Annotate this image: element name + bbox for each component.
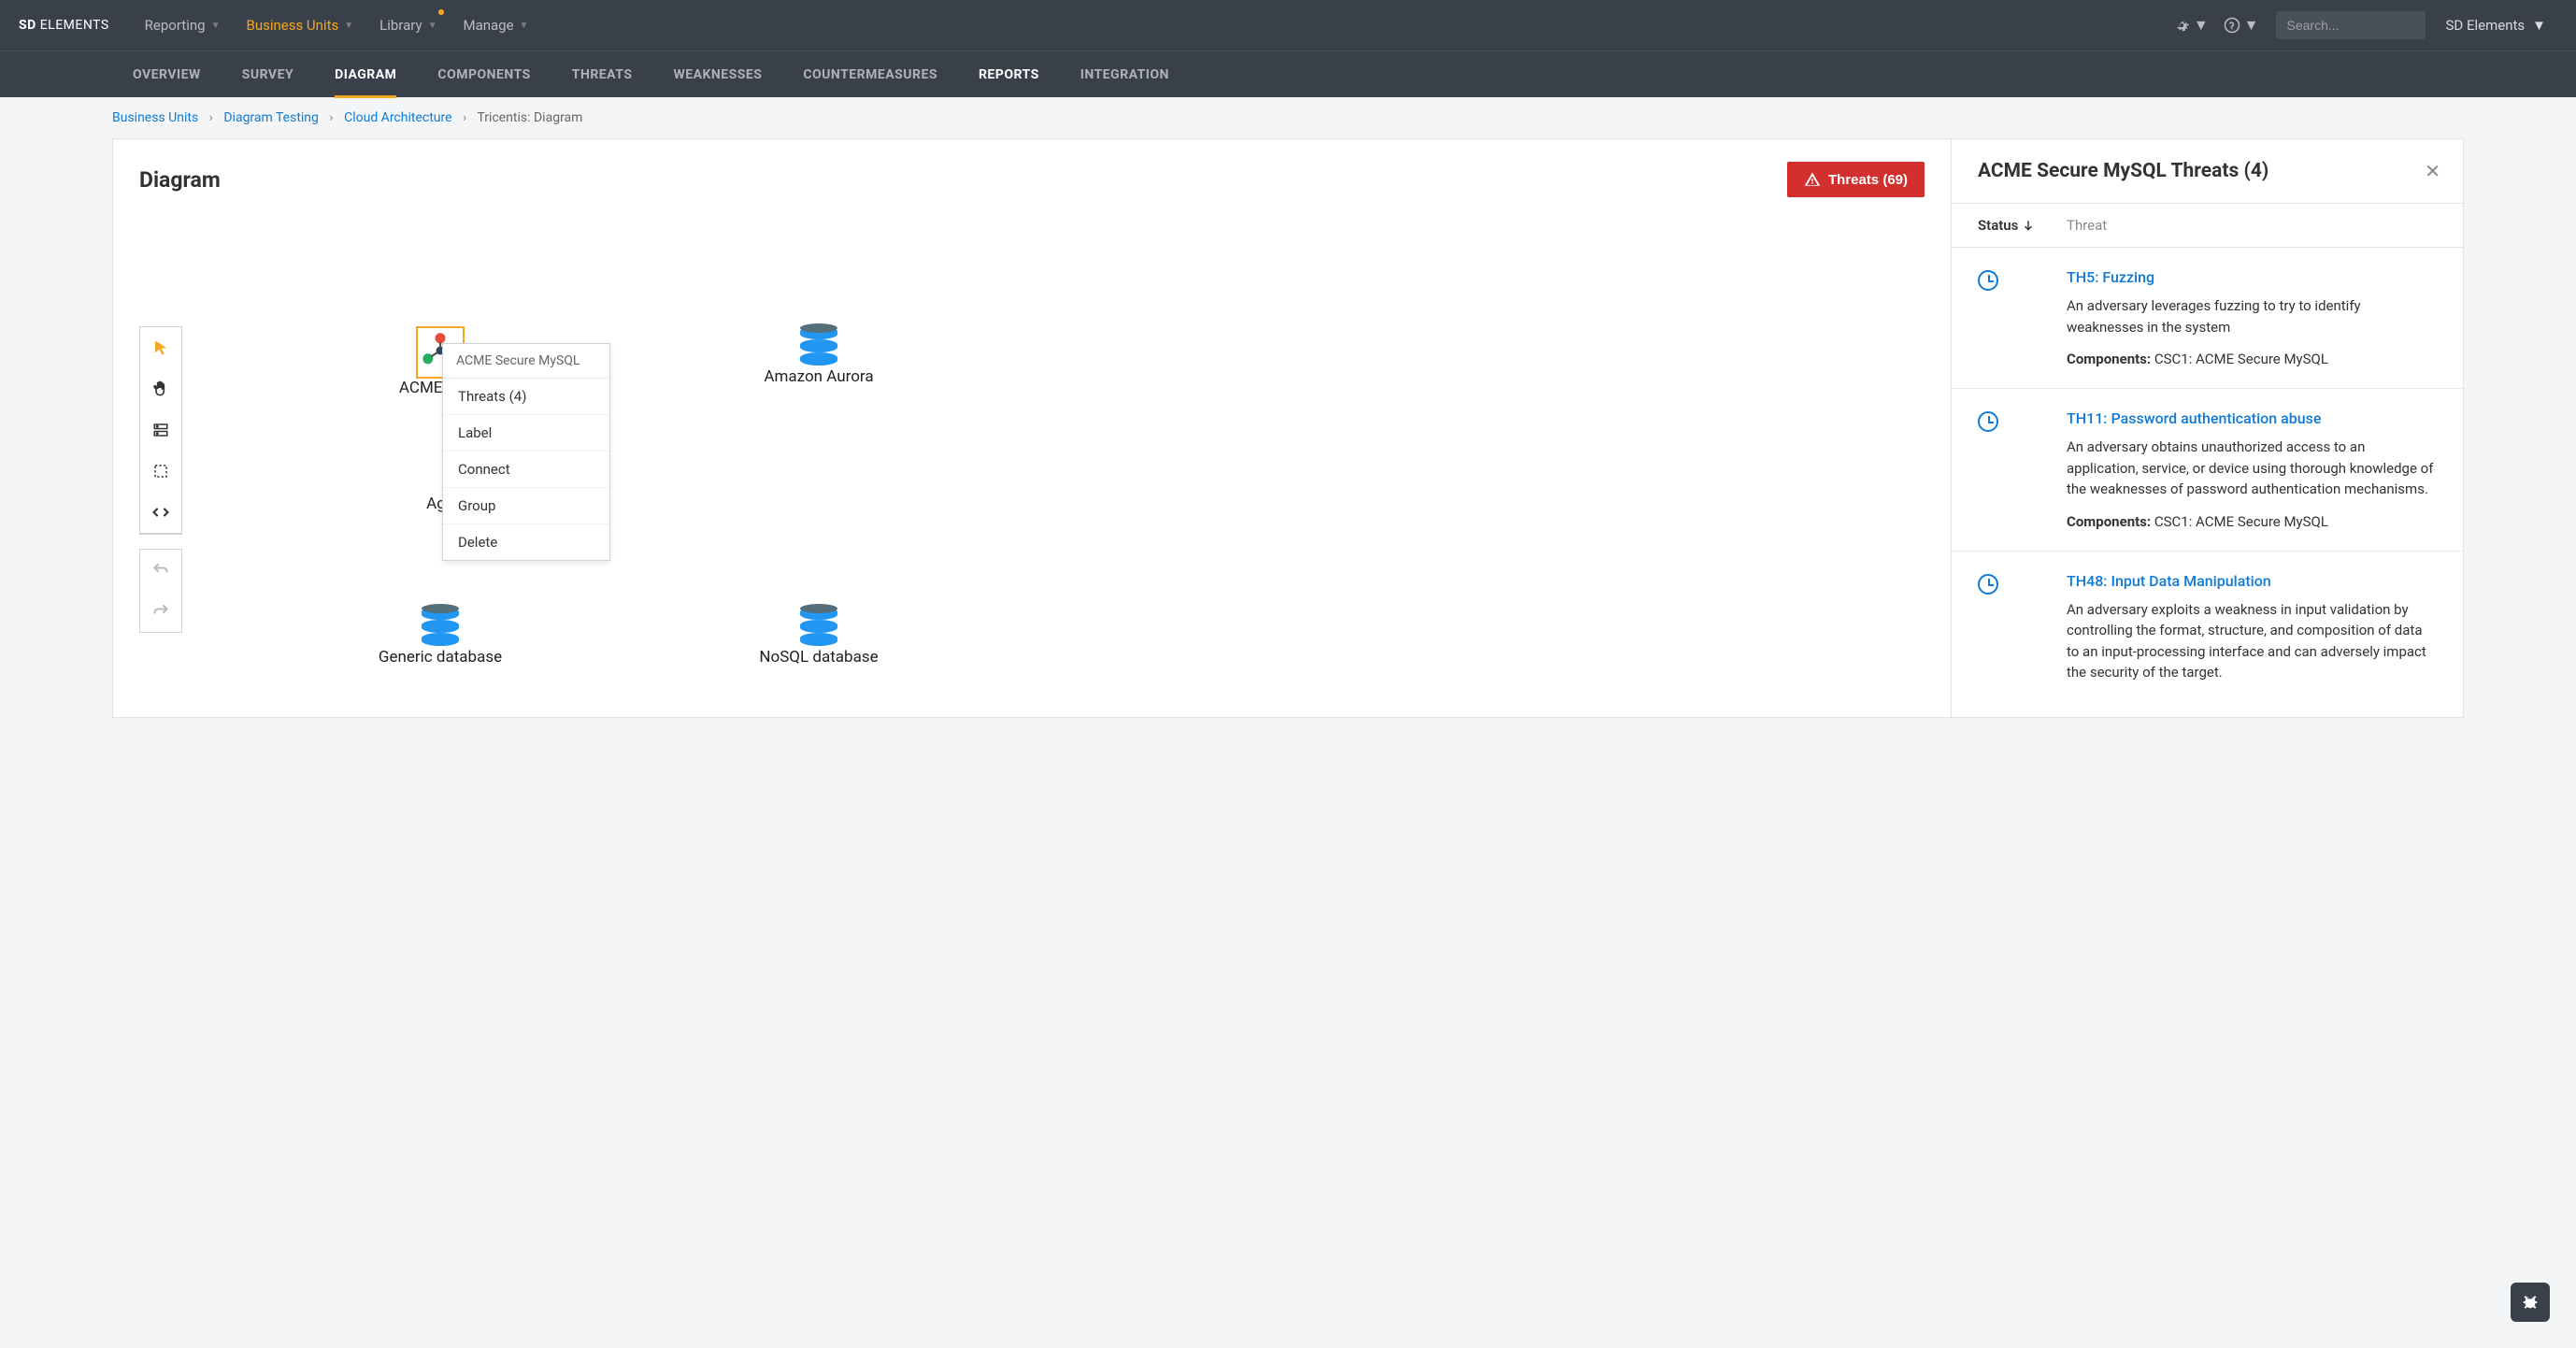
database-icon [800,326,837,367]
tab-reports[interactable]: REPORTS [958,51,1060,98]
threat-title[interactable]: TH5: Fuzzing [2067,268,2437,286]
notification-dot-icon [438,9,444,15]
clock-icon [1978,270,1998,291]
help-icon[interactable]: ▼ [2216,16,2267,35]
ctx-threats[interactable]: Threats (4) [443,379,609,415]
breadcrumb-link[interactable]: Diagram Testing [223,110,319,125]
diagram-node[interactable]: NoSQL database [753,607,884,667]
tab-countermeasures[interactable]: COUNTERMEASURES [782,51,958,98]
clock-icon [1978,411,1998,432]
nav-business-units[interactable]: Business Units▼ [233,0,366,50]
threat-components: Components: CSC1: ACME Secure MySQL [2067,513,2437,530]
search-input[interactable] [2276,11,2426,39]
threats-button[interactable]: Threats (69) [1787,162,1925,197]
nav-manage[interactable]: Manage▼ [450,0,541,50]
tab-integration[interactable]: INTEGRATION [1060,51,1190,98]
tab-weaknesses[interactable]: WEAKNESSES [652,51,782,98]
tab-overview[interactable]: OVERVIEW [112,51,222,98]
threat-title[interactable]: TH48: Input Data Manipulation [2067,572,2437,590]
threat-title[interactable]: TH11: Password authentication abuse [2067,409,2437,427]
diagram-toolbar [139,326,182,535]
database-icon [422,607,459,648]
panel-title: Diagram [139,167,221,193]
threats-panel: ACME Secure MySQL Threats (4) ✕ Status T… [1952,138,2464,718]
user-menu[interactable]: SD Elements▼ [2435,17,2558,34]
th-threat[interactable]: Threat [2067,217,2107,234]
threat-desc: An adversary exploits a weakness in inpu… [2067,599,2437,683]
threat-row[interactable]: TH5: Fuzzing An adversary leverages fuzz… [1952,248,2463,389]
settings-icon[interactable]: ▼ [2166,16,2216,35]
node-label: NoSQL database [753,648,884,667]
arrow-down-icon [2022,219,2035,232]
context-menu: ACME Secure MySQL Threats (4) Label Conn… [442,343,610,561]
node-label: Amazon Aurora [753,367,884,386]
diagram-node[interactable]: Amazon Aurora [753,326,884,386]
chevron-down-icon: ▼ [428,21,437,31]
breadcrumb: Business Units › Diagram Testing › Cloud… [0,97,2576,138]
tool-code[interactable] [140,492,181,533]
logo: SD ELEMENTS [19,18,109,33]
breadcrumb-link[interactable]: Business Units [112,110,198,125]
threats-panel-title: ACME Secure MySQL Threats (4) [1978,160,2268,182]
tab-components[interactable]: COMPONENTS [417,51,551,98]
breadcrumb-link[interactable]: Cloud Architecture [344,110,451,125]
top-nav: SD ELEMENTS Reporting▼ Business Units▼ L… [0,0,2576,50]
th-status[interactable]: Status [1978,217,2067,234]
warning-icon [1804,171,1821,188]
chevron-down-icon: ▼ [520,21,529,31]
tab-threats[interactable]: THREATS [551,51,653,98]
ctx-group[interactable]: Group [443,488,609,524]
threat-row[interactable]: TH48: Input Data Manipulation An adversa… [1952,552,2463,717]
chevron-down-icon: ▼ [344,21,353,31]
ctx-delete[interactable]: Delete [443,524,609,560]
tool-pan[interactable] [140,368,181,409]
breadcrumb-current: Tricentis: Diagram [477,110,582,125]
threats-table-header: Status Threat [1952,204,2463,248]
nav-reporting[interactable]: Reporting▼ [132,0,234,50]
nav-library[interactable]: Library▼ [366,0,450,50]
diagram-panel: Diagram Threats (69) ACME Secu [112,138,1952,718]
clock-icon [1978,574,1998,595]
tab-survey[interactable]: SURVEY [222,51,314,98]
threat-row[interactable]: TH11: Password authentication abuse An a… [1952,389,2463,552]
close-icon[interactable]: ✕ [2425,160,2440,182]
diagram-node[interactable]: Generic database [375,607,506,667]
tool-marquee[interactable] [140,451,181,492]
bug-icon [2520,1292,2540,1312]
threat-components: Components: CSC1: ACME Secure MySQL [2067,351,2437,367]
context-menu-title: ACME Secure MySQL [443,344,609,379]
ctx-connect[interactable]: Connect [443,452,609,488]
feedback-button[interactable] [2511,1283,2550,1322]
ctx-label[interactable]: Label [443,415,609,452]
database-icon [800,607,837,648]
sub-nav: OVERVIEW SURVEY DIAGRAM COMPONENTS THREA… [0,50,2576,97]
threat-desc: An adversary leverages fuzzing to try to… [2067,295,2437,337]
tool-select[interactable] [140,327,181,368]
tool-redo[interactable] [140,591,181,632]
threat-desc: An adversary obtains unauthorized access… [2067,437,2437,500]
node-label: Generic database [375,648,506,667]
tool-undo[interactable] [140,550,181,591]
chevron-down-icon: ▼ [211,21,221,31]
tab-diagram[interactable]: DIAGRAM [314,51,417,98]
tool-component[interactable] [140,409,181,451]
diagram-toolbar-history [139,549,182,633]
